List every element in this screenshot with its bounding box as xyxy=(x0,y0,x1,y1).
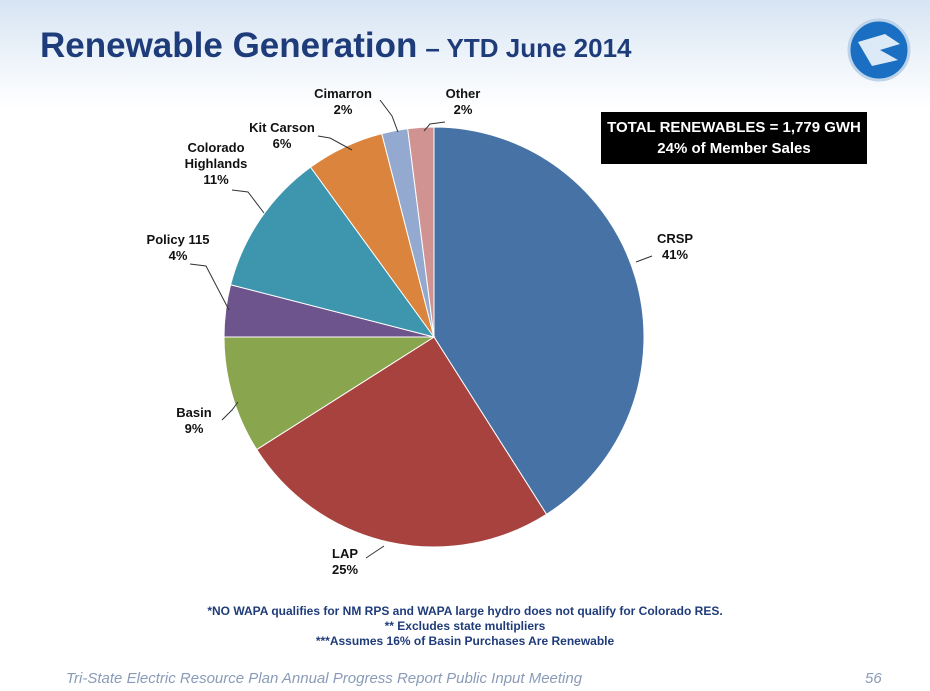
logo xyxy=(847,18,911,82)
leader-line xyxy=(423,121,446,132)
footnote: ***Assumes 16% of Basin Purchases Are Re… xyxy=(315,634,615,648)
leader-line xyxy=(635,255,653,263)
category-label: Cimarron xyxy=(314,86,372,101)
leader-line xyxy=(365,545,385,559)
category-label: LAP xyxy=(332,546,358,561)
annotation: TOTAL RENEWABLES = 1,779 GWH xyxy=(607,119,861,136)
leader-line xyxy=(379,99,399,133)
category-label: Other xyxy=(445,86,481,101)
category-label: Basin xyxy=(176,405,212,420)
total-box: TOTAL RENEWABLES = 1,779 GWH 24% of Memb… xyxy=(601,112,867,164)
value-label: 2% xyxy=(333,102,353,117)
pie-slice xyxy=(407,126,435,338)
category-label: Kit Carson xyxy=(249,120,315,135)
value-label: 41% xyxy=(661,247,689,262)
chart-title: Renewable Generation xyxy=(40,26,418,65)
pie-slice xyxy=(223,336,436,451)
category-label: CRSP xyxy=(656,231,694,246)
category-label: Policy 115 xyxy=(146,232,210,247)
slice-label: Cimarron 2% xyxy=(314,86,372,118)
leader-line xyxy=(317,135,353,151)
footnote: ** Excludes state multipliers xyxy=(384,619,546,633)
pie-slice xyxy=(433,126,645,515)
annotation: 24% of Member Sales xyxy=(657,140,811,157)
value-label: 4% xyxy=(168,248,188,263)
value-label: 6% xyxy=(272,136,292,151)
slice-label: Basin 9% xyxy=(176,405,211,437)
footer: Tri-State Electric Resource Plan Annual … xyxy=(66,670,583,687)
chart-subtitle: – YTD June 2014 xyxy=(425,33,632,63)
leader-line xyxy=(231,189,265,214)
pie-slice xyxy=(229,166,436,338)
footnote: *NO WAPA qualifies for NM RPS and WAPA l… xyxy=(207,604,723,618)
value-label: 11% xyxy=(203,172,229,187)
leader-line xyxy=(189,263,230,311)
slice-label: Kit Carson 6% xyxy=(249,120,315,152)
pie-slice xyxy=(256,336,548,548)
slice-label: Policy 115 4% xyxy=(147,232,210,264)
title: Renewable Generation – YTD June 2014 xyxy=(40,26,632,66)
footnotes: *NO WAPA qualifies for NM RPS and WAPA l… xyxy=(0,604,930,649)
page-number: 56 xyxy=(865,670,882,687)
slice-label: Other 2% xyxy=(446,86,481,118)
leader-line xyxy=(221,401,239,421)
value-label: 2% xyxy=(453,102,473,117)
slice-label: CRSP 41% xyxy=(657,231,693,263)
category-label: Colorado Highlands xyxy=(184,140,248,171)
slice-label: Colorado Highlands 11% xyxy=(171,140,261,188)
slice-label: LAP 25% xyxy=(332,546,358,578)
value-label: 25% xyxy=(331,562,359,577)
value-label: 9% xyxy=(184,421,204,436)
